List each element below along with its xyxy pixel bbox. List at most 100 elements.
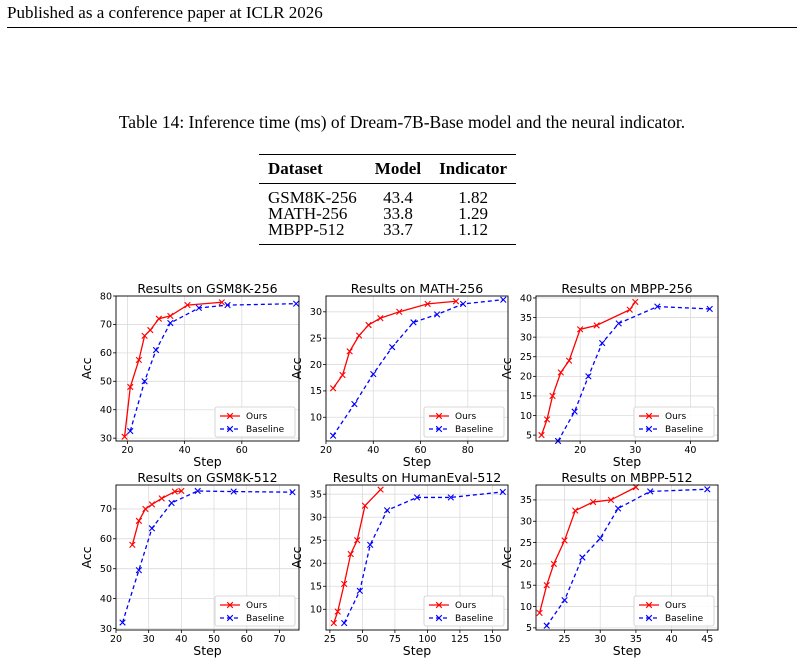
data-point bbox=[361, 502, 369, 509]
x-axis-label: Step bbox=[193, 643, 222, 658]
data-point bbox=[127, 383, 134, 391]
x-tick-label: 45 bbox=[701, 634, 713, 645]
table-header-row: Dataset Model Indicator bbox=[259, 154, 517, 184]
data-point bbox=[142, 505, 149, 513]
chart-panel: 25 50 75 100 125 150 10 15 20 25 30 35 Results on Hu… bbox=[289, 470, 509, 658]
table-row: MBPP-512 33.7 1.12 bbox=[259, 220, 517, 245]
legend-label: Ours bbox=[665, 601, 686, 611]
x-tick-label: 30 bbox=[143, 634, 155, 645]
legend-label: Ours bbox=[665, 412, 686, 422]
inference-time-table: Dataset Model Indicator GSM8K-256 43.4 1… bbox=[259, 154, 517, 245]
legend: Ours Baseline bbox=[214, 595, 296, 627]
x-tick-label: 60 bbox=[414, 445, 426, 456]
cell-model: 33.8 bbox=[383, 204, 413, 223]
x-tick-label: 30 bbox=[594, 634, 606, 645]
chart-panel: 20 40 60 30 40 50 60 70 80 Results on GSM8K-256 St… bbox=[79, 281, 300, 469]
chart-title: Results on MBPP-256 bbox=[561, 281, 692, 296]
data-point bbox=[330, 619, 337, 627]
y-tick-label: 25 bbox=[520, 538, 532, 549]
cell-model: 33.7 bbox=[383, 220, 413, 239]
data-point bbox=[614, 505, 622, 512]
x-tick-label: 80 bbox=[462, 445, 474, 456]
legend-label: Baseline bbox=[665, 614, 704, 624]
legend: Ours Baseline bbox=[423, 406, 505, 438]
data-point bbox=[543, 582, 550, 589]
y-tick-label: 80 bbox=[100, 291, 112, 302]
x-tick-label: 20 bbox=[320, 445, 332, 456]
col-header-model: Model bbox=[374, 159, 422, 178]
legend: Ours Baseline bbox=[633, 595, 715, 627]
x-tick-label: 40 bbox=[666, 634, 678, 645]
table-caption: Table 14: Inference time (ms) of Dream-7… bbox=[118, 112, 686, 132]
data-point bbox=[597, 535, 604, 542]
y-tick-label: 10 bbox=[310, 413, 322, 424]
x-tick-label: 40 bbox=[684, 445, 696, 456]
x-tick-label: 60 bbox=[236, 445, 248, 456]
legend-label: Baseline bbox=[665, 425, 704, 435]
y-tick-label: 20 bbox=[310, 360, 322, 371]
data-point bbox=[121, 433, 128, 440]
data-point bbox=[500, 296, 507, 303]
plot-frame bbox=[325, 295, 509, 442]
legend-label: Ours bbox=[246, 412, 267, 422]
y-axis-label: Acc bbox=[289, 546, 304, 568]
cell-indicator: 1.82 bbox=[458, 188, 488, 207]
data-point bbox=[230, 488, 237, 495]
data-point bbox=[168, 499, 175, 507]
data-point bbox=[158, 495, 165, 502]
data-point bbox=[167, 319, 174, 327]
data-point bbox=[218, 299, 225, 306]
series-line-ours bbox=[123, 301, 222, 437]
table-row: MATH-256 33.8 1.29 bbox=[259, 204, 516, 223]
data-point bbox=[571, 408, 578, 415]
y-tick-label: 30 bbox=[520, 517, 532, 528]
data-point bbox=[152, 346, 160, 354]
data-point bbox=[632, 298, 639, 306]
data-point bbox=[119, 619, 126, 626]
data-point bbox=[224, 301, 231, 309]
legend-marker bbox=[435, 425, 443, 433]
data-point bbox=[194, 487, 201, 495]
y-tick-label: 50 bbox=[100, 564, 112, 575]
x-tick-label: 35 bbox=[630, 634, 642, 645]
series-line-ours bbox=[333, 489, 382, 624]
legend: Ours Baseline bbox=[423, 595, 505, 627]
chart-title: Results on GSM8K-256 bbox=[137, 281, 277, 296]
x-tick-label: 50 bbox=[356, 634, 368, 645]
data-point bbox=[351, 400, 358, 408]
x-tick-label: 20 bbox=[121, 445, 133, 456]
x-tick-label: 150 bbox=[483, 634, 501, 645]
data-point bbox=[550, 560, 558, 568]
y-tick-label: 30 bbox=[100, 433, 112, 444]
legend-marker bbox=[226, 412, 234, 420]
y-tick-label: 40 bbox=[100, 594, 112, 605]
data-point bbox=[329, 432, 337, 439]
plot-frame bbox=[325, 484, 509, 631]
chart-panel: 20 30 40 5 10 15 20 25 30 35 40 Results on MBPP-256… bbox=[499, 281, 719, 469]
plot-frame bbox=[535, 295, 719, 442]
x-axis-label: Step bbox=[193, 454, 222, 469]
data-point bbox=[543, 622, 550, 629]
x-axis-label: Step bbox=[613, 454, 642, 469]
legend-marker bbox=[645, 601, 653, 609]
legend-marker bbox=[435, 614, 443, 622]
data-point bbox=[499, 488, 506, 496]
x-tick-label: 20 bbox=[110, 634, 122, 645]
data-point bbox=[598, 339, 606, 347]
y-tick-label: 15 bbox=[310, 582, 322, 593]
x-axis-label: Step bbox=[613, 643, 642, 658]
x-tick-label: 25 bbox=[559, 634, 571, 645]
legend-marker bbox=[226, 601, 234, 609]
data-point bbox=[557, 369, 565, 376]
chart-panel: 20 40 60 80 10 15 20 25 30 Results on MATH-256 Ste… bbox=[289, 281, 509, 469]
chart-title: Results on HumanEval-512 bbox=[333, 470, 502, 485]
legend: Ours Baseline bbox=[633, 406, 715, 438]
y-tick-label: 70 bbox=[100, 504, 112, 515]
data-point bbox=[141, 332, 148, 339]
data-point bbox=[706, 305, 713, 313]
data-point bbox=[195, 304, 203, 312]
data-point bbox=[424, 300, 431, 308]
data-point bbox=[388, 343, 396, 351]
x-tick-label: 60 bbox=[241, 634, 253, 645]
data-point bbox=[147, 326, 154, 334]
